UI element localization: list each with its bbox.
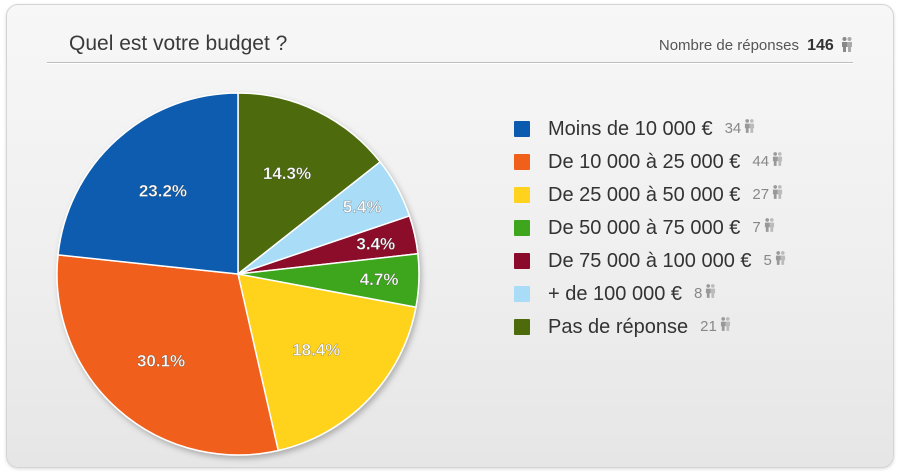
legend-item: De 50 000 à 75 000 € 7 [514, 211, 786, 244]
legend-item: + de 100 000 € 8 [514, 277, 786, 310]
chart-legend: Moins de 10 000 € 34 De 10 000 à 25 000 € 4… [514, 112, 786, 343]
person-icon [720, 315, 731, 339]
slice-percent-label: 18.4% [292, 340, 340, 359]
legend-swatch [514, 153, 530, 170]
legend-label: Pas de réponse [548, 315, 689, 338]
legend-label: De 75 000 à 100 000 € [548, 249, 752, 272]
legend-item: Moins de 10 000 € 34 [514, 112, 786, 145]
person-icon [705, 282, 716, 306]
legend-label: Moins de 10 000 € [548, 117, 713, 140]
legend-swatch [514, 285, 530, 302]
legend-item: Pas de réponse 21 [514, 310, 786, 343]
legend-item: De 10 000 à 25 000 € 44 [514, 145, 786, 178]
header-divider [47, 62, 853, 64]
legend-swatch [514, 219, 530, 236]
person-icon [775, 249, 786, 273]
legend-label: De 10 000 à 25 000 € [548, 150, 741, 173]
legend-label: De 50 000 à 75 000 € [548, 216, 741, 239]
pie-slice [237, 273, 417, 452]
legend-count: 44 [752, 152, 770, 170]
slice-percent-label: 30.1% [137, 352, 185, 371]
legend-item: De 25 000 à 50 000 € 27 [514, 178, 786, 211]
person-icon [772, 150, 783, 174]
legend-swatch [514, 252, 530, 269]
legend-swatch [514, 120, 530, 137]
slice-percent-label: 4.7% [360, 270, 399, 289]
person-icon [841, 36, 853, 56]
person-icon [744, 117, 755, 141]
pie-slice [237, 92, 382, 276]
legend-count: 7 [752, 218, 761, 236]
response-count-value: 146 [807, 37, 834, 54]
legend-label: + de 100 000 € [548, 282, 683, 305]
pie-slice [56, 254, 280, 456]
pie-slice [57, 92, 239, 275]
slice-percent-label: 23.2% [139, 182, 187, 201]
person-icon [772, 183, 783, 207]
legend-swatch [514, 318, 530, 335]
slice-percent-label: 5.4% [343, 198, 382, 217]
response-count: Nombre de réponses 146 [659, 36, 853, 56]
legend-count: 34 [724, 119, 742, 137]
person-icon [764, 216, 775, 240]
legend-label: De 25 000 à 50 000 € [548, 183, 741, 206]
legend-count: 21 [700, 317, 717, 335]
legend-count: 5 [763, 251, 772, 269]
legend-count: 27 [752, 185, 770, 203]
chart-title: Quel est votre budget ? [69, 32, 288, 55]
legend-swatch [514, 186, 530, 203]
legend-item: De 75 000 à 100 000 € 5 [514, 244, 786, 277]
slice-percent-label: 14.3% [263, 164, 311, 183]
legend-count: 8 [694, 284, 703, 302]
response-count-label: Nombre de réponses [658, 37, 799, 54]
slice-percent-label: 3.4% [356, 234, 395, 253]
